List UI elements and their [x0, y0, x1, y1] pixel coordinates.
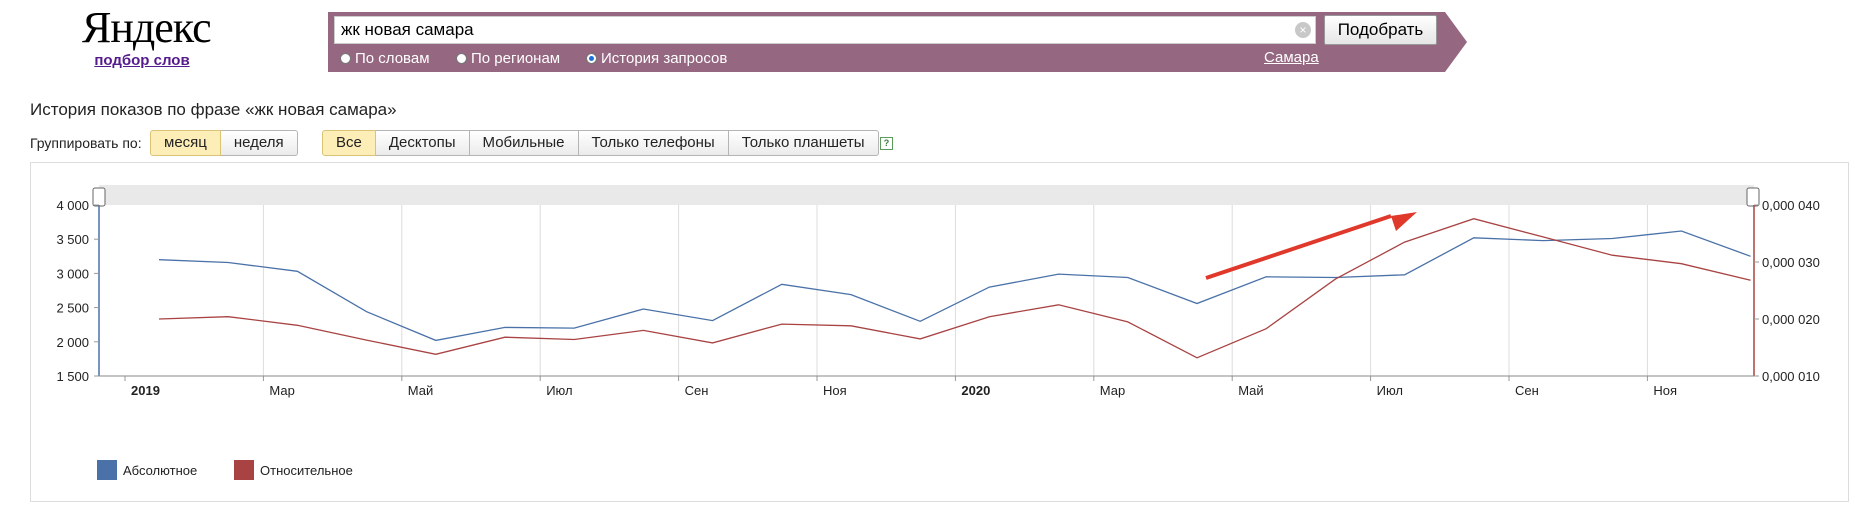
y-left-tick-label: 1 500 — [56, 369, 89, 384]
series-line-absolute — [158, 230, 1751, 342]
trend-arrow-line — [1205, 214, 1392, 280]
x-tick-label: Май — [408, 383, 433, 398]
x-tick-label: Май — [1238, 383, 1263, 398]
legend-label-relative: Относительное — [260, 462, 353, 478]
x-tick-label: Сен — [685, 383, 709, 398]
range-scroller-track[interactable] — [99, 185, 1754, 205]
legend-label-absolute: Абсолютное — [123, 462, 198, 478]
mode-label: История запросов — [601, 50, 728, 67]
range-handle-right[interactable] — [1746, 187, 1760, 207]
device-desktop-button[interactable]: Десктопы — [375, 130, 470, 156]
clear-icon[interactable]: × — [1295, 22, 1311, 38]
page-title: История показов по фразе «жк новая самар… — [30, 100, 397, 119]
grouping-label: Группировать по: — [30, 135, 142, 151]
logo-brand-text: Яндекс — [82, 3, 212, 52]
history-chart: 2019 Мар Май Июл Сен Ноя 2020 Мар Май Июл Сен Ноя 1 … — [56, 185, 1820, 398]
mode-radio-words[interactable]: По словам — [340, 50, 430, 67]
group-month-button[interactable]: месяц — [150, 130, 221, 156]
device-tablets-button[interactable]: Только планшеты — [728, 130, 879, 156]
x-tick-label: Ноя — [823, 383, 847, 398]
device-all-button[interactable]: Все — [322, 130, 376, 156]
y-left-tick-label: 4 000 — [56, 198, 89, 213]
grid-lines — [124, 205, 1648, 381]
y-left-tick-label: 3 000 — [56, 266, 89, 281]
logo-brand: Яндекс — [82, 6, 212, 50]
chart-panel: 2019 Мар Май Июл Сен Ноя 2020 Мар Май Июл Сен Ноя 1 … — [30, 162, 1849, 502]
tick-labels: 2019 Мар Май Июл Сен Ноя 2020 Мар Май Июл Сен Ноя 1 … — [56, 198, 1819, 398]
device-phones-button[interactable]: Только телефоны — [578, 130, 729, 156]
x-tick-label: 2020 — [961, 383, 990, 398]
x-tick-label: Июл — [1377, 383, 1403, 398]
search-input[interactable]: жк новая самара — [334, 16, 1316, 44]
legend-item-absolute[interactable]: Абсолютное — [97, 460, 197, 480]
series-lines — [158, 218, 1751, 359]
range-handle-left[interactable] — [92, 187, 106, 207]
radio-icon[interactable] — [340, 53, 351, 64]
legend-item-relative[interactable]: Относительное — [234, 460, 353, 480]
search-band-arrow — [1445, 12, 1467, 72]
y-left-tick-label: 2 000 — [56, 335, 89, 350]
mode-label: По регионам — [471, 50, 561, 67]
x-tick-label: Ноя — [1653, 383, 1677, 398]
question-icon[interactable]: ? — [880, 137, 893, 150]
yandex-logo[interactable]: Яндекс подбор слов — [82, 6, 212, 70]
mode-label: По словам — [355, 50, 430, 67]
logo-subtitle-link[interactable]: подбор слов — [94, 52, 190, 69]
x-tick-label: Мар — [269, 383, 294, 398]
radio-icon[interactable] — [456, 53, 467, 64]
mode-radio-regions[interactable]: По регионам — [456, 50, 560, 67]
x-tick-label: 2019 — [131, 383, 160, 398]
device-mobile-button[interactable]: Мобильные — [469, 130, 579, 156]
y-right-tick-label: 0,000 030 — [1762, 255, 1820, 270]
y-right-tick-label: 0,000 040 — [1762, 198, 1820, 213]
legend-swatch-absolute — [97, 460, 117, 480]
y-left-tick-label: 2 500 — [56, 301, 89, 316]
region-link[interactable]: Самара — [1264, 49, 1319, 66]
y-right-tick-label: 0,000 020 — [1762, 312, 1820, 327]
series-line-relative — [158, 218, 1751, 359]
radio-selected-icon[interactable] — [586, 53, 597, 64]
x-tick-label: Июл — [546, 383, 572, 398]
trend-arrow-head — [1391, 212, 1417, 231]
group-week-button[interactable]: неделя — [220, 130, 298, 156]
y-right-tick-label: 0,000 010 — [1762, 369, 1820, 384]
chart-axes — [94, 204, 1759, 377]
x-tick-label: Мар — [1100, 383, 1125, 398]
submit-button[interactable]: Подобрать — [1324, 15, 1437, 45]
device-filter: Все Десктопы Мобильные Только телефоны Т… — [322, 130, 879, 156]
x-tick-label: Сен — [1515, 383, 1539, 398]
grouping-toggle: месяц неделя — [150, 130, 298, 156]
y-left-tick-label: 3 500 — [56, 232, 89, 247]
mode-radio-history[interactable]: История запросов — [586, 50, 727, 67]
legend-swatch-relative — [234, 460, 254, 480]
